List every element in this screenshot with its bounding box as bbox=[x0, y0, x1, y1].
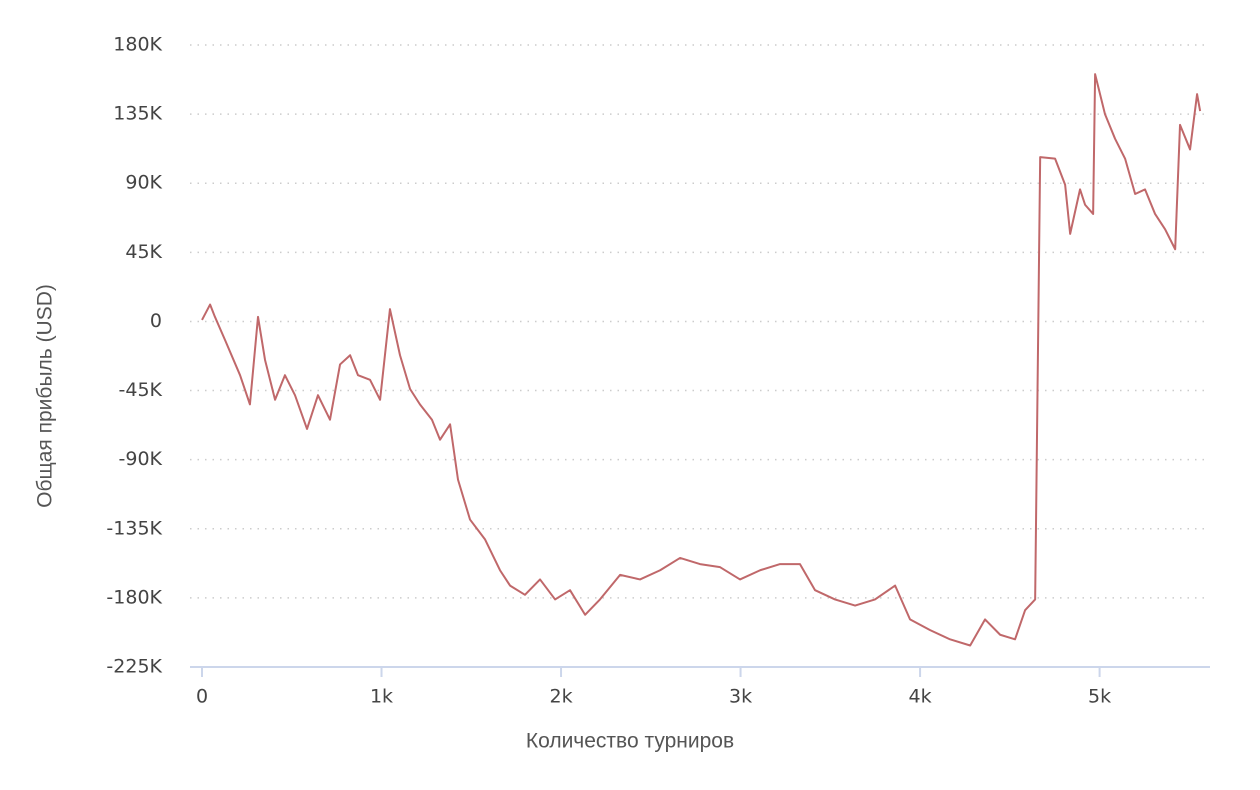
y-tick-label: 180K bbox=[113, 34, 162, 56]
y-tick-label: 45K bbox=[125, 241, 162, 263]
x-tick-label: 0 bbox=[196, 686, 208, 708]
y-tick-label: 135K bbox=[113, 103, 162, 125]
x-tick-label: 5k bbox=[1088, 686, 1111, 708]
x-tick-label: 1k bbox=[370, 686, 393, 708]
y-tick-label: 90K bbox=[125, 172, 162, 194]
x-axis-label: Количество турниров bbox=[526, 730, 734, 753]
x-tick-label: 3k bbox=[729, 686, 752, 708]
y-tick-label: -90K bbox=[119, 448, 163, 470]
y-tick-label: -135K bbox=[106, 517, 162, 539]
y-tick-label: -225K bbox=[106, 656, 162, 678]
y-tick-label: -45K bbox=[119, 379, 163, 401]
y-tick-label: -180K bbox=[106, 586, 162, 608]
y-axis-label: Общая прибыль (USD) bbox=[34, 284, 57, 508]
x-tick-label: 2k bbox=[549, 686, 572, 708]
data-line bbox=[201, 73, 1202, 647]
x-tick-label: 4k bbox=[909, 686, 932, 708]
y-tick-label: 0 bbox=[150, 310, 162, 332]
